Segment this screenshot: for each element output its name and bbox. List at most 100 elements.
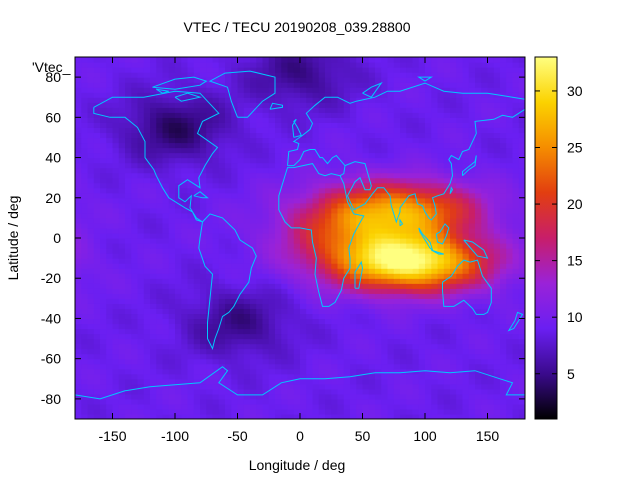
heatmap-cell [137,157,145,164]
heatmap-cell [300,353,307,360]
heatmap-cell [218,348,226,355]
heatmap-cell [100,293,107,299]
heatmap-cell [287,82,295,88]
heatmap-cell [312,132,320,139]
heatmap-cell [181,147,189,154]
heatmap-cell [500,303,507,309]
heatmap-cell [131,323,139,330]
heatmap-cell [412,92,420,98]
heatmap-cell [187,238,195,244]
heatmap-cell [193,72,201,78]
heatmap-cell [362,238,370,244]
heatmap-cell [443,258,451,264]
heatmap-cell [437,253,445,259]
heatmap-cell [512,393,520,400]
heatmap-cell [281,388,289,395]
heatmap-cell [450,152,457,159]
heatmap-cell [87,303,95,309]
heatmap-cell [481,82,489,88]
heatmap-cell [268,232,276,239]
heatmap-cell [281,77,289,83]
heatmap-cell [225,97,232,103]
heatmap-cell [187,217,195,224]
heatmap-cell [506,122,514,128]
heatmap-cell [100,248,107,254]
heatmap-cell [368,343,376,350]
heatmap-cell [156,273,164,279]
heatmap-cell [425,132,432,139]
heatmap-cell [243,253,251,259]
heatmap-cell [368,308,376,315]
heatmap-cell [425,388,432,395]
heatmap-cell [250,87,257,93]
heatmap-cell [387,238,395,244]
heatmap-cell [131,313,139,320]
heatmap-cell [150,368,157,375]
heatmap-cell [231,238,239,244]
heatmap-cell [506,348,514,355]
heatmap-cell [462,82,470,88]
heatmap-cell [93,132,101,139]
heatmap-cell [156,132,164,139]
heatmap-cell [375,177,382,184]
heatmap-cell [512,207,520,214]
heatmap-cell [418,238,426,244]
heatmap-cell [181,87,189,93]
heatmap-cell [231,192,239,199]
heatmap-cell [481,167,489,174]
heatmap-cell [93,107,101,113]
heatmap-cell [143,227,151,234]
heatmap-cell [331,197,339,204]
heatmap-cell [281,177,289,184]
heatmap-cell [193,212,201,219]
heatmap-cell [343,328,351,335]
heatmap-cell [137,298,145,304]
heatmap-cell [100,358,107,365]
heatmap-cell [87,323,95,330]
heatmap-cell [418,338,426,345]
heatmap-cell [512,97,520,103]
heatmap-cell [206,132,214,139]
heatmap-cell [256,107,264,113]
heatmap-cell [200,313,207,320]
heatmap-cell [368,102,376,108]
heatmap-cell [175,243,182,249]
heatmap-cell [156,177,164,184]
heatmap-cell [306,142,314,149]
heatmap-cell [193,343,201,350]
heatmap-cell [231,207,239,214]
heatmap-cell [181,288,189,294]
heatmap-cell [506,243,514,249]
heatmap-cell [87,192,95,199]
heatmap-cell [112,258,120,264]
heatmap-cell [506,283,514,289]
heatmap-cell [368,182,376,189]
heatmap-cell [506,167,514,174]
heatmap-cell [200,92,207,98]
heatmap-cell [243,393,251,400]
heatmap-cell [206,207,214,214]
heatmap-cell [337,343,345,350]
heatmap-cell [331,102,339,108]
heatmap-cell [243,192,251,199]
heatmap-cell [131,343,139,350]
heatmap-cell [337,87,345,93]
heatmap-cell [212,293,220,299]
heatmap-cell [443,182,451,189]
heatmap-cell [500,253,507,259]
heatmap-cell [506,207,514,214]
heatmap-cell [137,177,145,184]
heatmap-cell [475,217,482,224]
heatmap-cell [306,147,314,154]
heatmap-cell [287,102,295,108]
heatmap-cell [306,92,314,98]
heatmap-cell [200,202,207,209]
heatmap-cell [337,338,345,345]
heatmap-cell [306,273,314,279]
heatmap-cell [406,122,414,128]
heatmap-cell [456,152,464,159]
heatmap-cell [231,122,239,128]
heatmap-cell [375,167,382,174]
heatmap-cell [193,87,201,93]
heatmap-cell [200,82,207,88]
